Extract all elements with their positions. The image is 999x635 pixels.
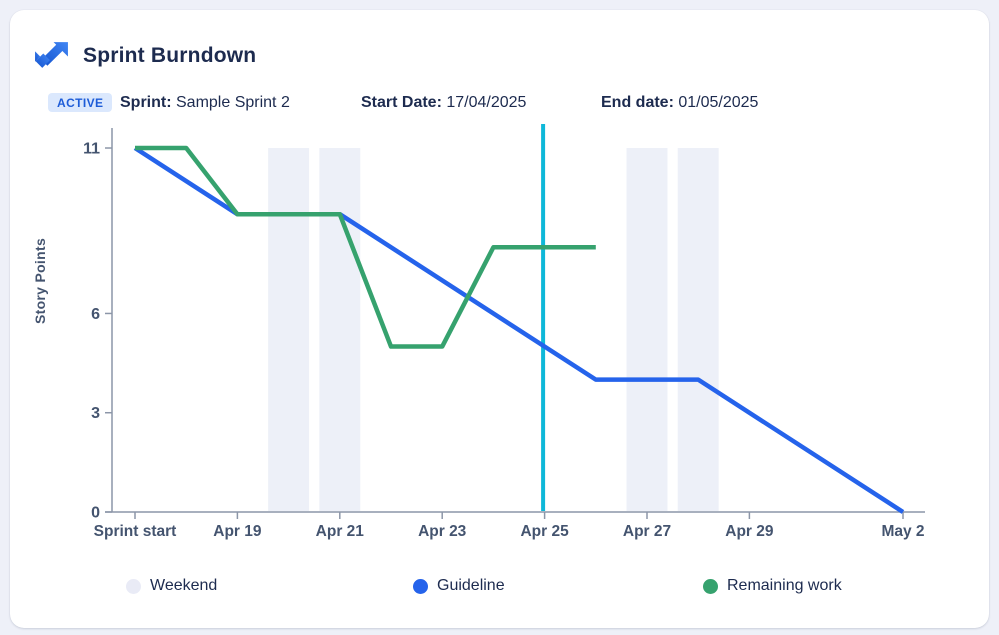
start-date-label: Start Date: [361, 94, 442, 111]
jira-logo-icon [35, 42, 68, 68]
end-date-field: End date: 01/05/2025 [601, 94, 758, 112]
report-header: Sprint Burndown [33, 40, 256, 71]
sprint-name-field: Sprint: Sample Sprint 2 [120, 94, 290, 112]
guideline-swatch-icon [413, 578, 428, 594]
start-date-value: 17/04/2025 [446, 94, 527, 111]
page-title: Sprint Burndown [83, 43, 257, 67]
sprint-meta-row: ACTIVE Sprint: Sample Sprint 2 Start Dat… [0, 93, 999, 117]
end-date-label: End date: [601, 94, 674, 111]
weekend-swatch-icon [126, 578, 141, 594]
end-date-value: 01/05/2025 [678, 94, 759, 111]
status-badge: ACTIVE [48, 93, 113, 112]
legend-label: Remaining work [727, 577, 842, 594]
sprint-value: Sample Sprint 2 [176, 94, 290, 111]
legend-item-guideline: Guideline [413, 577, 505, 595]
y-axis-title: Story Points [32, 237, 48, 325]
start-date-field: Start Date: 17/04/2025 [361, 94, 526, 112]
chart-legend: Weekend Guideline Remaining work [0, 577, 999, 601]
legend-item-remaining-work: Remaining work [703, 577, 842, 595]
legend-label: Weekend [150, 577, 218, 594]
remaining-work-swatch-icon [703, 578, 718, 594]
sprint-label: Sprint: [120, 94, 172, 111]
legend-label: Guideline [437, 577, 505, 594]
legend-item-weekend: Weekend [126, 577, 217, 595]
